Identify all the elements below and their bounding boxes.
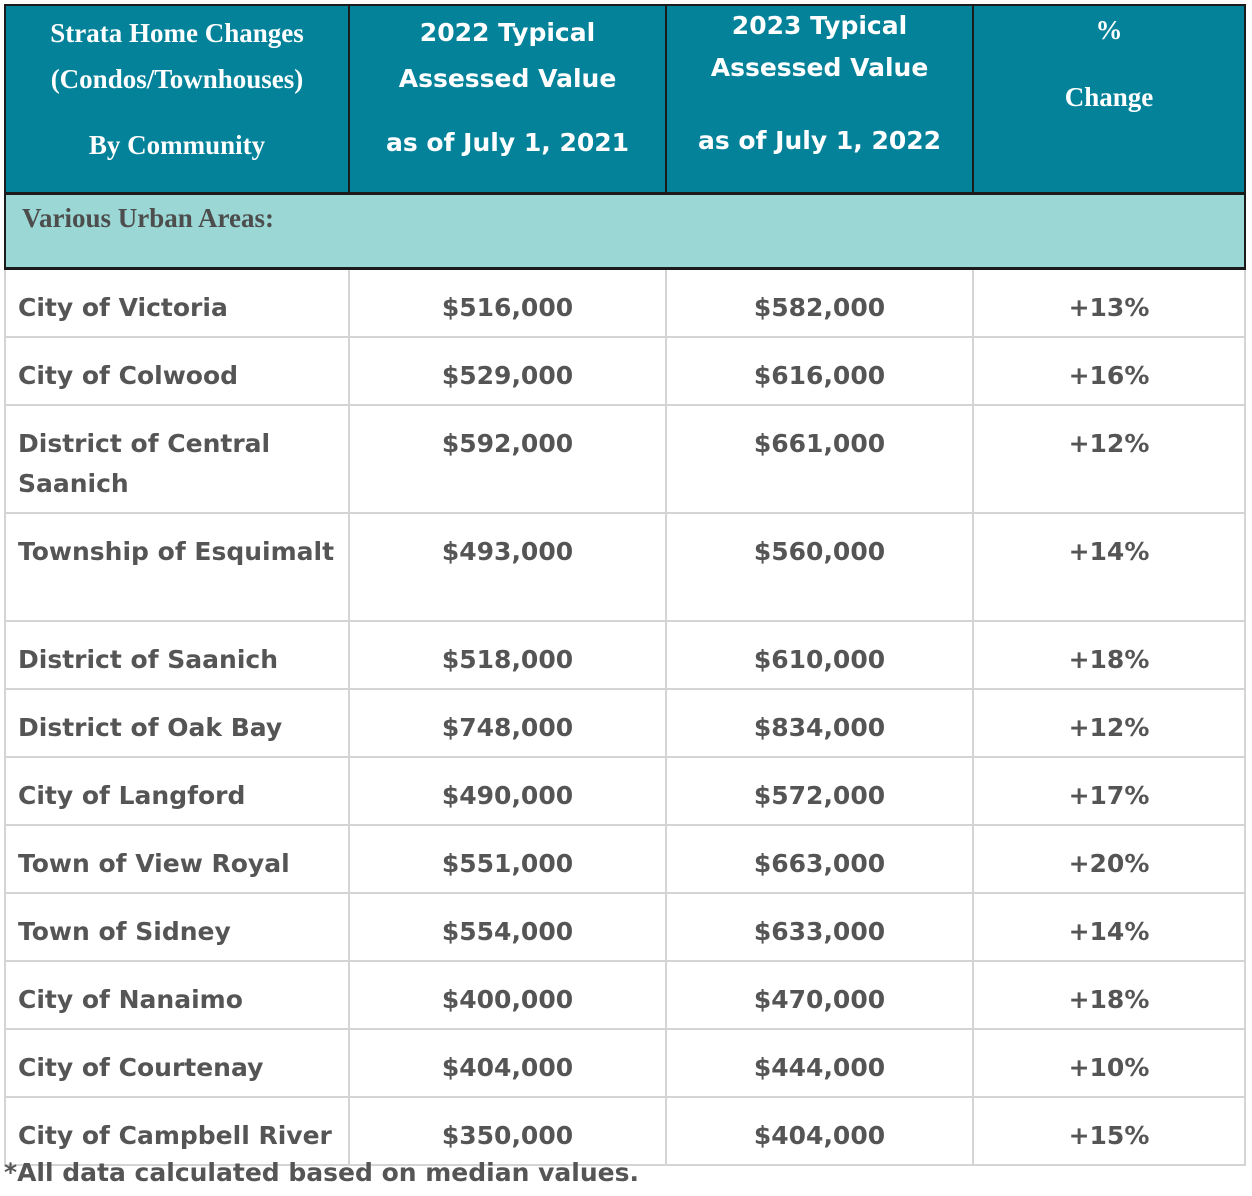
header-2022-line-1: 2022 Typical [419, 18, 596, 47]
value-2022: $529,000 [348, 336, 667, 406]
community-name: City of Courtenay [4, 1028, 350, 1098]
community-name: City of Colwood [4, 336, 350, 406]
percent-change: +16% [972, 336, 1246, 406]
community-name: District of Oak Bay [4, 688, 350, 758]
value-2022: $400,000 [348, 960, 667, 1030]
value-2022: $592,000 [348, 404, 667, 514]
header-change-label: Change [1064, 82, 1154, 112]
value-2023: $633,000 [665, 892, 974, 962]
table-row: City of Nanaimo $400,000 $470,000 +18% [4, 960, 1246, 1030]
percent-change: +13% [972, 267, 1246, 338]
table-row: Town of Sidney $554,000 $633,000 +14% [4, 892, 1246, 962]
header-2023-line-3: as of July 1, 2022 [697, 126, 942, 155]
header-2022-value: 2022 Typical Assessed Value as of July 1… [348, 4, 667, 195]
percent-change: +12% [972, 404, 1246, 514]
value-2022: $350,000 [348, 1096, 667, 1166]
value-2022: $518,000 [348, 620, 667, 690]
table-row: District of Saanich $518,000 $610,000 +1… [4, 620, 1246, 690]
percent-change: +14% [972, 892, 1246, 962]
value-2022: $493,000 [348, 512, 667, 622]
header-community-line-3: By Community [88, 130, 266, 160]
section-row: Various Urban Areas: [4, 193, 1246, 270]
percent-change: +17% [972, 756, 1246, 826]
community-name: City of Langford [4, 756, 350, 826]
table-row: Town of View Royal $551,000 $663,000 +20… [4, 824, 1246, 894]
value-2023: $834,000 [665, 688, 974, 758]
value-2023: $404,000 [665, 1096, 974, 1166]
header-percent-symbol: % [1095, 15, 1123, 45]
table-row: District of Central Saanich $592,000 $66… [4, 404, 1246, 514]
header-2023-value: 2023 Typical Assessed Value as of July 1… [665, 4, 974, 195]
percent-change: +15% [972, 1096, 1246, 1166]
value-2023: $610,000 [665, 620, 974, 690]
value-2023: $560,000 [665, 512, 974, 622]
value-2023: $616,000 [665, 336, 974, 406]
header-community: Strata Home Changes (Condos/Townhouses) … [4, 4, 350, 195]
value-2022: $404,000 [348, 1028, 667, 1098]
community-name: District of Central Saanich [4, 404, 350, 514]
section-label: Various Urban Areas: [4, 193, 1246, 270]
value-2022: $490,000 [348, 756, 667, 826]
value-2023: $572,000 [665, 756, 974, 826]
value-2023: $663,000 [665, 824, 974, 894]
percent-change: +10% [972, 1028, 1246, 1098]
value-2022: $551,000 [348, 824, 667, 894]
percent-change: +14% [972, 512, 1246, 622]
percent-change: +20% [972, 824, 1246, 894]
header-2022-line-2: Assessed Value [398, 64, 617, 93]
footnote: *All data calculated based on median val… [4, 1158, 639, 1187]
table-row: City of Victoria $516,000 $582,000 +13% [4, 267, 1246, 338]
header-2023-line-1: 2023 Typical [731, 11, 908, 40]
community-name: City of Victoria [4, 267, 350, 338]
percent-change: +18% [972, 960, 1246, 1030]
table-row: City of Langford $490,000 $572,000 +17% [4, 756, 1246, 826]
table-row: District of Oak Bay $748,000 $834,000 +1… [4, 688, 1246, 758]
table-row: City of Courtenay $404,000 $444,000 +10% [4, 1028, 1246, 1098]
value-2023: $582,000 [665, 267, 974, 338]
header-2023-line-2: Assessed Value [710, 53, 929, 82]
value-2022: $554,000 [348, 892, 667, 962]
value-2022: $748,000 [348, 688, 667, 758]
community-name: City of Nanaimo [4, 960, 350, 1030]
table-row: City of Colwood $529,000 $616,000 +16% [4, 336, 1246, 406]
value-2022: $516,000 [348, 267, 667, 338]
value-2023: $661,000 [665, 404, 974, 514]
community-name: Township of Esquimalt [4, 512, 350, 622]
assessment-table: Strata Home Changes (Condos/Townhouses) … [4, 4, 1246, 1166]
table-row: City of Campbell River $350,000 $404,000… [4, 1096, 1246, 1166]
community-name: Town of View Royal [4, 824, 350, 894]
header-community-line-2: (Condos/Townhouses) [50, 64, 304, 94]
header-percent-change: % Change [972, 4, 1246, 195]
header-2022-line-3: as of July 1, 2021 [385, 128, 630, 157]
percent-change: +12% [972, 688, 1246, 758]
community-name: Town of Sidney [4, 892, 350, 962]
table-row: Township of Esquimalt $493,000 $560,000 … [4, 512, 1246, 622]
table-header: Strata Home Changes (Condos/Townhouses) … [4, 4, 1246, 195]
value-2023: $444,000 [665, 1028, 974, 1098]
value-2023: $470,000 [665, 960, 974, 1030]
header-community-line-1: Strata Home Changes [50, 18, 304, 48]
percent-change: +18% [972, 620, 1246, 690]
community-name: District of Saanich [4, 620, 350, 690]
community-name: City of Campbell River [4, 1096, 350, 1166]
